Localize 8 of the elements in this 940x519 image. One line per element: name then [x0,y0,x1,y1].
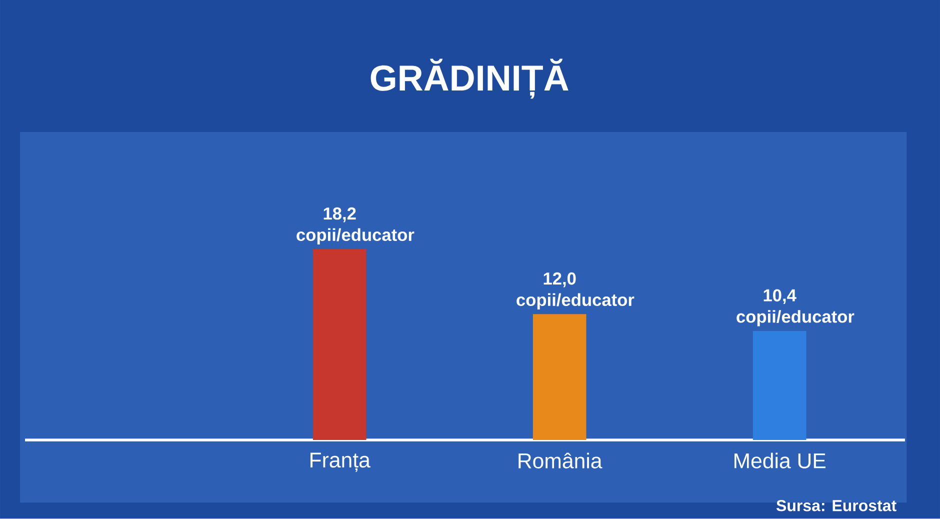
chart-title: GRĂDINIȚĂ [370,58,568,99]
x-tick-label: România [518,452,602,469]
data-label: 12,0 copii/educator [516,272,634,310]
data-label: 10,4 copii/educator [736,289,854,326]
x-tick-label: Franța [310,452,370,472]
data-label: 18,2 copii/educator [296,208,414,245]
x-tick-label: Media UE [734,452,826,469]
text: Sursa: Eurostat [776,500,896,512]
